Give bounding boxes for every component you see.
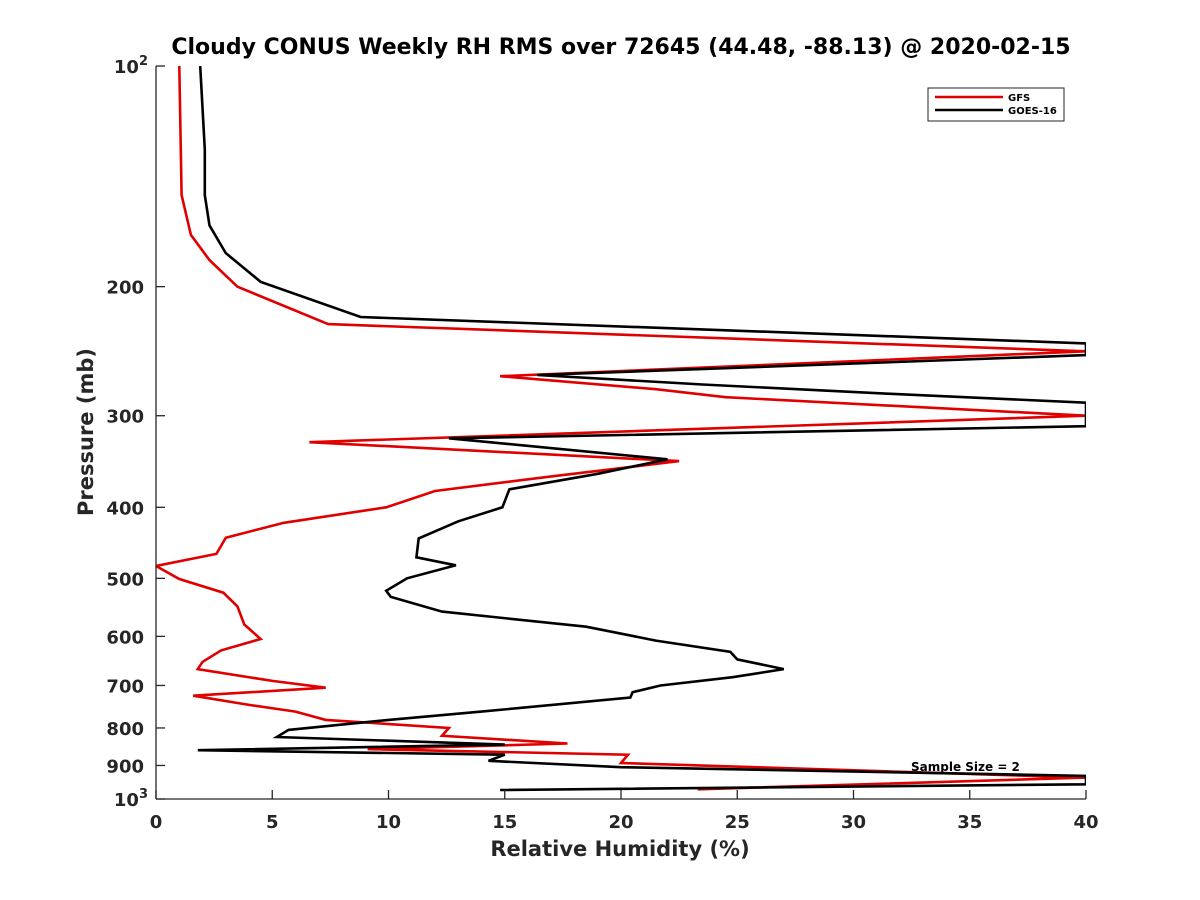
plot-area: 0 5 10 15 20 25 30 35 40 200 300 400 500 600 700 800 900… [106, 54, 1098, 833]
x-tick-label: 30 [841, 812, 866, 833]
y-tick-label: 200 [106, 278, 144, 299]
ticks-layer: 0 5 10 15 20 25 30 35 40 200 300 400 500 600 700 800 900… [106, 54, 1098, 833]
y-tick-label: 600 [106, 627, 144, 648]
legend-box [927, 87, 1065, 122]
x-tick-label: 0 [150, 812, 163, 833]
chart-title: Cloudy CONUS Weekly RH RMS over 72645 (4… [171, 35, 1070, 60]
x-tick-label: 35 [957, 812, 982, 833]
y-axis-label: Pressure (mb) [74, 348, 98, 516]
x-tick-label: 10 [376, 812, 401, 833]
x-tick-label: 25 [725, 812, 750, 833]
sample-size-annotation: Sample Size = 2 [911, 760, 1020, 774]
y-tick-label: 400 [106, 498, 144, 519]
series-line-goes16 [197, 66, 1086, 792]
x-tick-label: 20 [608, 812, 633, 833]
y-tick-exponent: 2 [139, 54, 148, 69]
y-tick-label-power: 102 [114, 54, 148, 78]
y-tick-label: 500 [106, 569, 144, 590]
y-tick-label: 700 [106, 676, 144, 697]
x-tick-label: 40 [1073, 812, 1098, 833]
y-tick-label: 300 [106, 407, 144, 428]
x-tick-label: 15 [492, 812, 517, 833]
x-tick-label: 5 [266, 812, 279, 833]
y-tick-label: 800 [106, 719, 144, 740]
legend-label-goes16: GOES-16 [1008, 106, 1057, 117]
x-axis-label: Relative Humidity (%) [490, 837, 749, 861]
y-tick-base: 10 [114, 57, 139, 78]
series-layer [156, 66, 1086, 792]
y-tick-label: 900 [106, 756, 144, 777]
y-tick-label-power: 103 [114, 787, 148, 811]
y-tick-exponent: 3 [139, 787, 148, 802]
y-tick-base: 10 [114, 790, 139, 811]
legend-label-gfs: GFS [1008, 93, 1030, 104]
legend: GFS GOES-16 [927, 87, 1065, 122]
